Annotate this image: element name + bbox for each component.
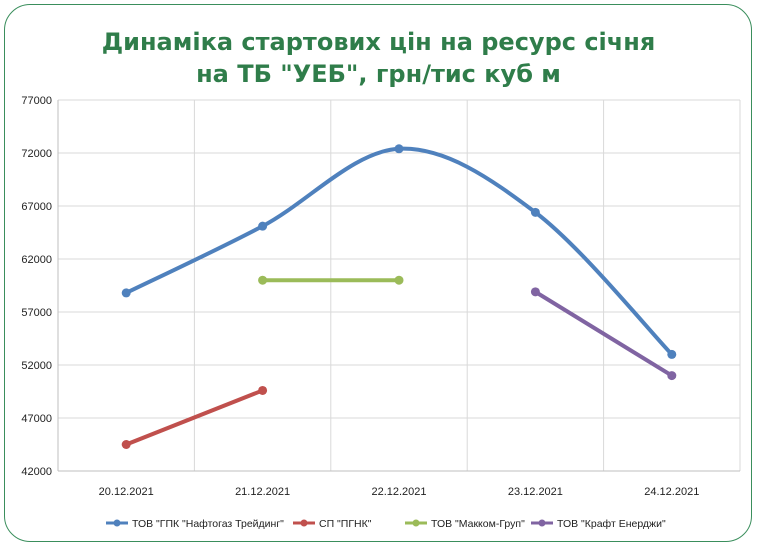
y-tick-label: 77000: [21, 95, 52, 107]
legend-swatch-marker: [113, 519, 121, 527]
data-point: [258, 221, 268, 231]
data-point: [394, 144, 404, 154]
x-axis-tick-labels: 20.12.2021 21.12.2021 22.12.2021 23.12.2021…: [99, 486, 700, 498]
y-tick-label: 52000: [21, 360, 52, 372]
legend: ТОВ "ГПК "Нафтогаз Трейдинг" СП "ПГНК" ТОВ…: [106, 518, 666, 530]
data-point: [258, 275, 268, 285]
x-tick-label: 20.12.2021: [99, 486, 154, 498]
x-tick-label: 23.12.2021: [508, 486, 563, 498]
series-points: [121, 144, 677, 449]
legend-label: СП "ПГНК": [319, 518, 372, 530]
x-tick-label: 24.12.2021: [644, 486, 699, 498]
x-tick-label: 22.12.2021: [371, 486, 426, 498]
legend-swatch-marker: [300, 519, 308, 527]
data-point: [530, 207, 540, 217]
y-tick-label: 42000: [21, 466, 52, 478]
gridlines: [57, 99, 741, 472]
series-lines: [124, 146, 674, 447]
legend-swatch-marker: [412, 519, 420, 527]
legend-label: ТОВ "Макком-Груп": [431, 518, 525, 530]
y-tick-label: 62000: [21, 254, 52, 266]
chart-title-line-1: Динаміка стартових цін на ресурс січня: [101, 28, 656, 56]
y-tick-label: 47000: [21, 413, 52, 425]
data-point: [394, 275, 404, 285]
axes: [57, 100, 740, 472]
legend-label: ТОВ "ГПК "Нафтогаз Трейдинг": [132, 518, 284, 530]
data-point: [530, 287, 540, 297]
chart-card: [4, 4, 752, 542]
data-point: [121, 440, 131, 449]
data-point: [258, 385, 268, 395]
data-point: [667, 371, 677, 381]
series-line-4: [533, 289, 674, 378]
data-point: [667, 349, 677, 359]
y-tick-label: 67000: [21, 201, 52, 213]
chart-title: Динаміка стартових цін на ресурс січня н…: [0, 26, 757, 90]
data-point: [121, 288, 131, 298]
series-line-2: [124, 388, 265, 447]
legend-label: ТОВ "Крафт Енерджи": [557, 518, 666, 530]
y-tick-label: 57000: [21, 307, 52, 319]
chart-title-line-2: на ТБ "УЕБ", грн/тис куб м: [196, 60, 561, 88]
legend-swatch-marker: [538, 519, 546, 527]
y-axis-tick-labels: 42000 47000 52000 57000 62000 67000 72000 77000: [21, 95, 52, 478]
y-tick-label: 72000: [21, 148, 52, 160]
x-tick-label: 21.12.2021: [235, 486, 290, 498]
